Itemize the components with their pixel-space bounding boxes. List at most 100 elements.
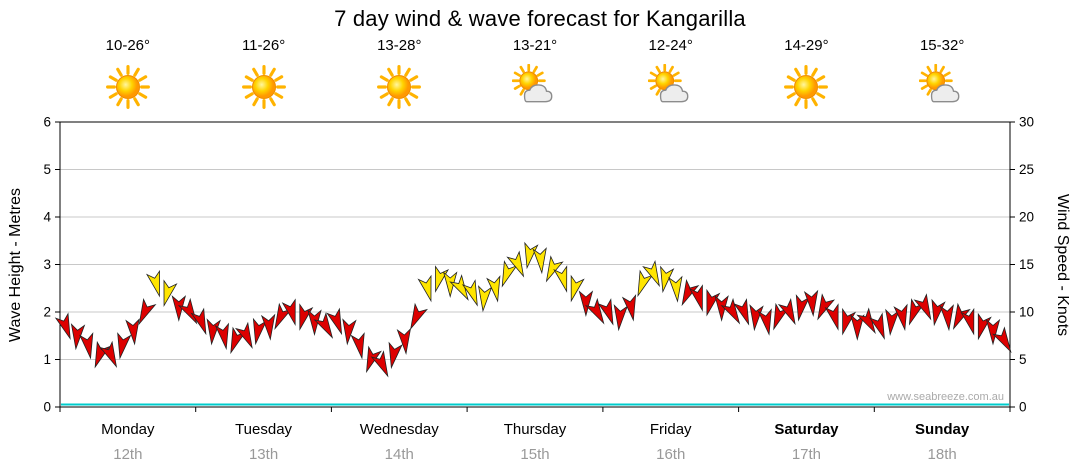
wind-arrow [252, 317, 268, 346]
wind-arrow [749, 304, 764, 332]
right-axis-tick-label: 0 [1019, 400, 1027, 415]
day-temp: 10-26° [105, 37, 151, 54]
wind-arrow [477, 285, 493, 313]
wind-arrow [442, 271, 458, 299]
wind-arrow [868, 312, 885, 340]
wind-arrow [733, 298, 750, 326]
wind-arrow [893, 303, 908, 332]
wind-arrow [985, 318, 1001, 346]
left-axis-title: Wave Height - Metres [7, 187, 24, 343]
wind-arrow [281, 298, 296, 327]
day-name: Wednesday [359, 421, 439, 438]
day-date: 18th [927, 446, 957, 463]
wind-arrow [370, 350, 389, 378]
wind-arrow [570, 274, 585, 303]
wind-arrow [138, 297, 157, 326]
wind-arrow [637, 269, 654, 298]
wind-arrow [313, 312, 334, 339]
wind-arrow [757, 308, 772, 336]
wind-arrows-group [54, 241, 1012, 378]
wind-arrow [501, 260, 518, 288]
wind-arrow [342, 318, 357, 346]
wind-arrow [688, 284, 703, 312]
day-date: 12th [113, 446, 143, 463]
wind-arrow [125, 318, 140, 346]
wind-arrow [260, 313, 276, 341]
wind-arrow [145, 269, 160, 298]
wind-arrow [417, 274, 432, 303]
wind-arrow [850, 314, 865, 341]
axis-tick-labels: 0 1 2 3 4 5 6 0 5 10 15 20 25 30 [43, 115, 1034, 415]
right-axis-tick-label: 10 [1019, 305, 1034, 320]
axis-ticks [55, 121, 1015, 412]
wind-arrow [206, 318, 221, 346]
wind-arrow [545, 255, 564, 283]
page-title: 7 day wind & wave forecast for Kangarill… [334, 6, 746, 31]
wind-arrow [817, 293, 836, 321]
wind-arrow [214, 322, 230, 351]
day-temp: 13-21° [512, 37, 558, 54]
day-date: 15th [520, 446, 550, 463]
wind-arrow [660, 265, 675, 294]
wind-arrow [79, 332, 94, 360]
wind-arrow [396, 327, 412, 355]
wind-arrow [326, 307, 343, 336]
right-axis-tick-label: 30 [1019, 115, 1034, 130]
wind-arrow [931, 298, 946, 327]
right-axis-tick-label: 15 [1019, 257, 1034, 272]
wind-arrow [803, 289, 819, 317]
wind-arrow [795, 294, 811, 322]
wind-arrow [714, 295, 729, 322]
left-axis-tick-label: 3 [43, 257, 51, 272]
wind-arrow [410, 302, 428, 330]
day-name: Saturday [774, 421, 839, 438]
day-temp: 15-32° [919, 37, 965, 54]
wind-arrow [939, 304, 954, 332]
left-axis-tick-label: 6 [43, 115, 51, 130]
left-axis-tick-label: 1 [43, 352, 51, 367]
wind-arrow [977, 312, 992, 341]
wind-arrow [621, 294, 637, 322]
wind-arrow [913, 293, 932, 321]
wind-arrow [274, 302, 293, 330]
wind-arrow [578, 290, 594, 318]
weather-icon-sun-cloud [511, 63, 558, 110]
wind-arrow [706, 288, 721, 317]
wind-arrow [613, 304, 629, 332]
right-axis-title: Wind Speed - Knots [1054, 193, 1071, 337]
day-temp: 14-29° [784, 37, 829, 54]
wind-arrow [299, 303, 314, 331]
right-axis-tick-label: 25 [1019, 162, 1034, 177]
weather-icon-sun-cloud [918, 63, 965, 110]
wind-arrow [524, 241, 539, 270]
wind-arrow [350, 332, 365, 360]
wind-arrow [435, 265, 450, 293]
wind-arrow [388, 341, 403, 370]
wind-arrow [668, 275, 683, 303]
wind-arrow [960, 307, 975, 336]
weather-icon-sun [376, 64, 422, 110]
day-name: Monday [101, 421, 155, 438]
weather-icon-sun-cloud [647, 63, 694, 110]
wind-arrow [163, 279, 178, 308]
weather-icon-sun [241, 64, 287, 110]
day-name: Sunday [915, 421, 970, 438]
left-axis-tick-label: 5 [43, 162, 51, 177]
wind-arrow [597, 298, 614, 326]
day-date: 17th [791, 446, 822, 463]
day-name: Tuesday [235, 421, 293, 438]
wind-arrow [720, 297, 741, 325]
wind-arrow [584, 297, 605, 325]
wind-arrow [449, 274, 469, 301]
day-name: Friday [649, 421, 692, 438]
day-date: 14th [384, 446, 414, 463]
wind-arrow [94, 340, 111, 369]
wind-arrow [234, 321, 253, 349]
wind-arrow [824, 303, 839, 331]
wind-arrow [553, 265, 568, 293]
wind-arrow [117, 332, 132, 360]
right-axis-tick-label: 20 [1019, 210, 1034, 225]
wind-arrow [190, 307, 207, 336]
